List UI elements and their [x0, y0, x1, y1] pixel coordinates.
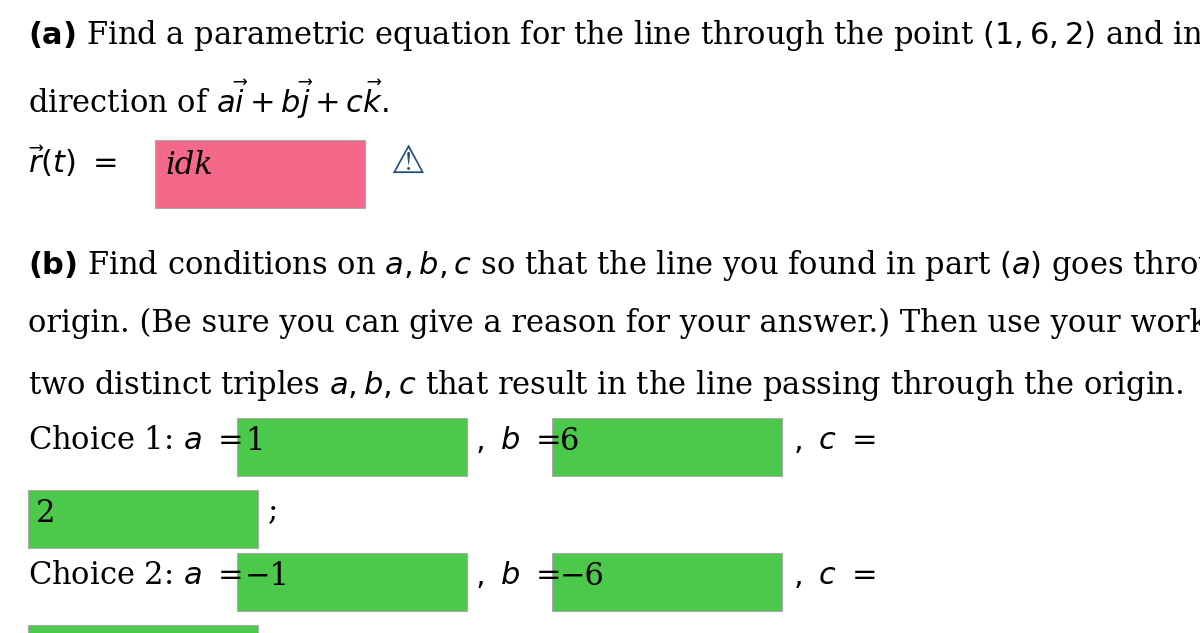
Bar — [28, 490, 258, 548]
Text: Choice 1: $a\ =$: Choice 1: $a\ =$ — [28, 425, 242, 456]
Bar — [155, 140, 365, 208]
Text: $,\ c\ =$: $,\ c\ =$ — [793, 560, 876, 591]
Text: $,\ b\ =$: $,\ b\ =$ — [475, 560, 560, 591]
Text: ⚠: ⚠ — [390, 143, 425, 181]
Text: origin. (Be sure you can give a reason for your answer.) Then use your work to g: origin. (Be sure you can give a reason f… — [28, 308, 1200, 339]
Text: ;: ; — [268, 495, 278, 526]
Text: two distinct triples $a, b, c$ that result in the line passing through the origi: two distinct triples $a, b, c$ that resu… — [28, 368, 1183, 403]
Bar — [552, 553, 782, 611]
Text: −6: −6 — [560, 561, 605, 592]
Bar — [238, 418, 467, 476]
Text: idk: idk — [166, 150, 212, 181]
Text: $\vec{r}(t)\ =$: $\vec{r}(t)\ =$ — [28, 145, 116, 180]
Text: 2: 2 — [36, 498, 55, 529]
Bar — [552, 418, 782, 476]
Text: 1: 1 — [245, 426, 264, 457]
Text: Choice 2: $a\ =$: Choice 2: $a\ =$ — [28, 560, 242, 591]
Bar — [238, 553, 467, 611]
Text: $\mathbf{(b)}$ Find conditions on $a, b, c$ so that the line you found in part $: $\mathbf{(b)}$ Find conditions on $a, b,… — [28, 248, 1200, 283]
Text: $,\ c\ =$: $,\ c\ =$ — [793, 425, 876, 456]
Text: $\mathbf{(a)}$ Find a parametric equation for the line through the point $(1,6,2: $\mathbf{(a)}$ Find a parametric equatio… — [28, 18, 1200, 53]
Bar — [28, 625, 258, 633]
Text: $,\ b\ =$: $,\ b\ =$ — [475, 425, 560, 456]
Text: direction of $a\vec{i} + b\vec{j} + c\vec{k}.$: direction of $a\vec{i} + b\vec{j} + c\ve… — [28, 78, 389, 121]
Text: −1: −1 — [245, 561, 290, 592]
Text: 6: 6 — [560, 426, 580, 457]
Text: .: . — [268, 630, 277, 633]
